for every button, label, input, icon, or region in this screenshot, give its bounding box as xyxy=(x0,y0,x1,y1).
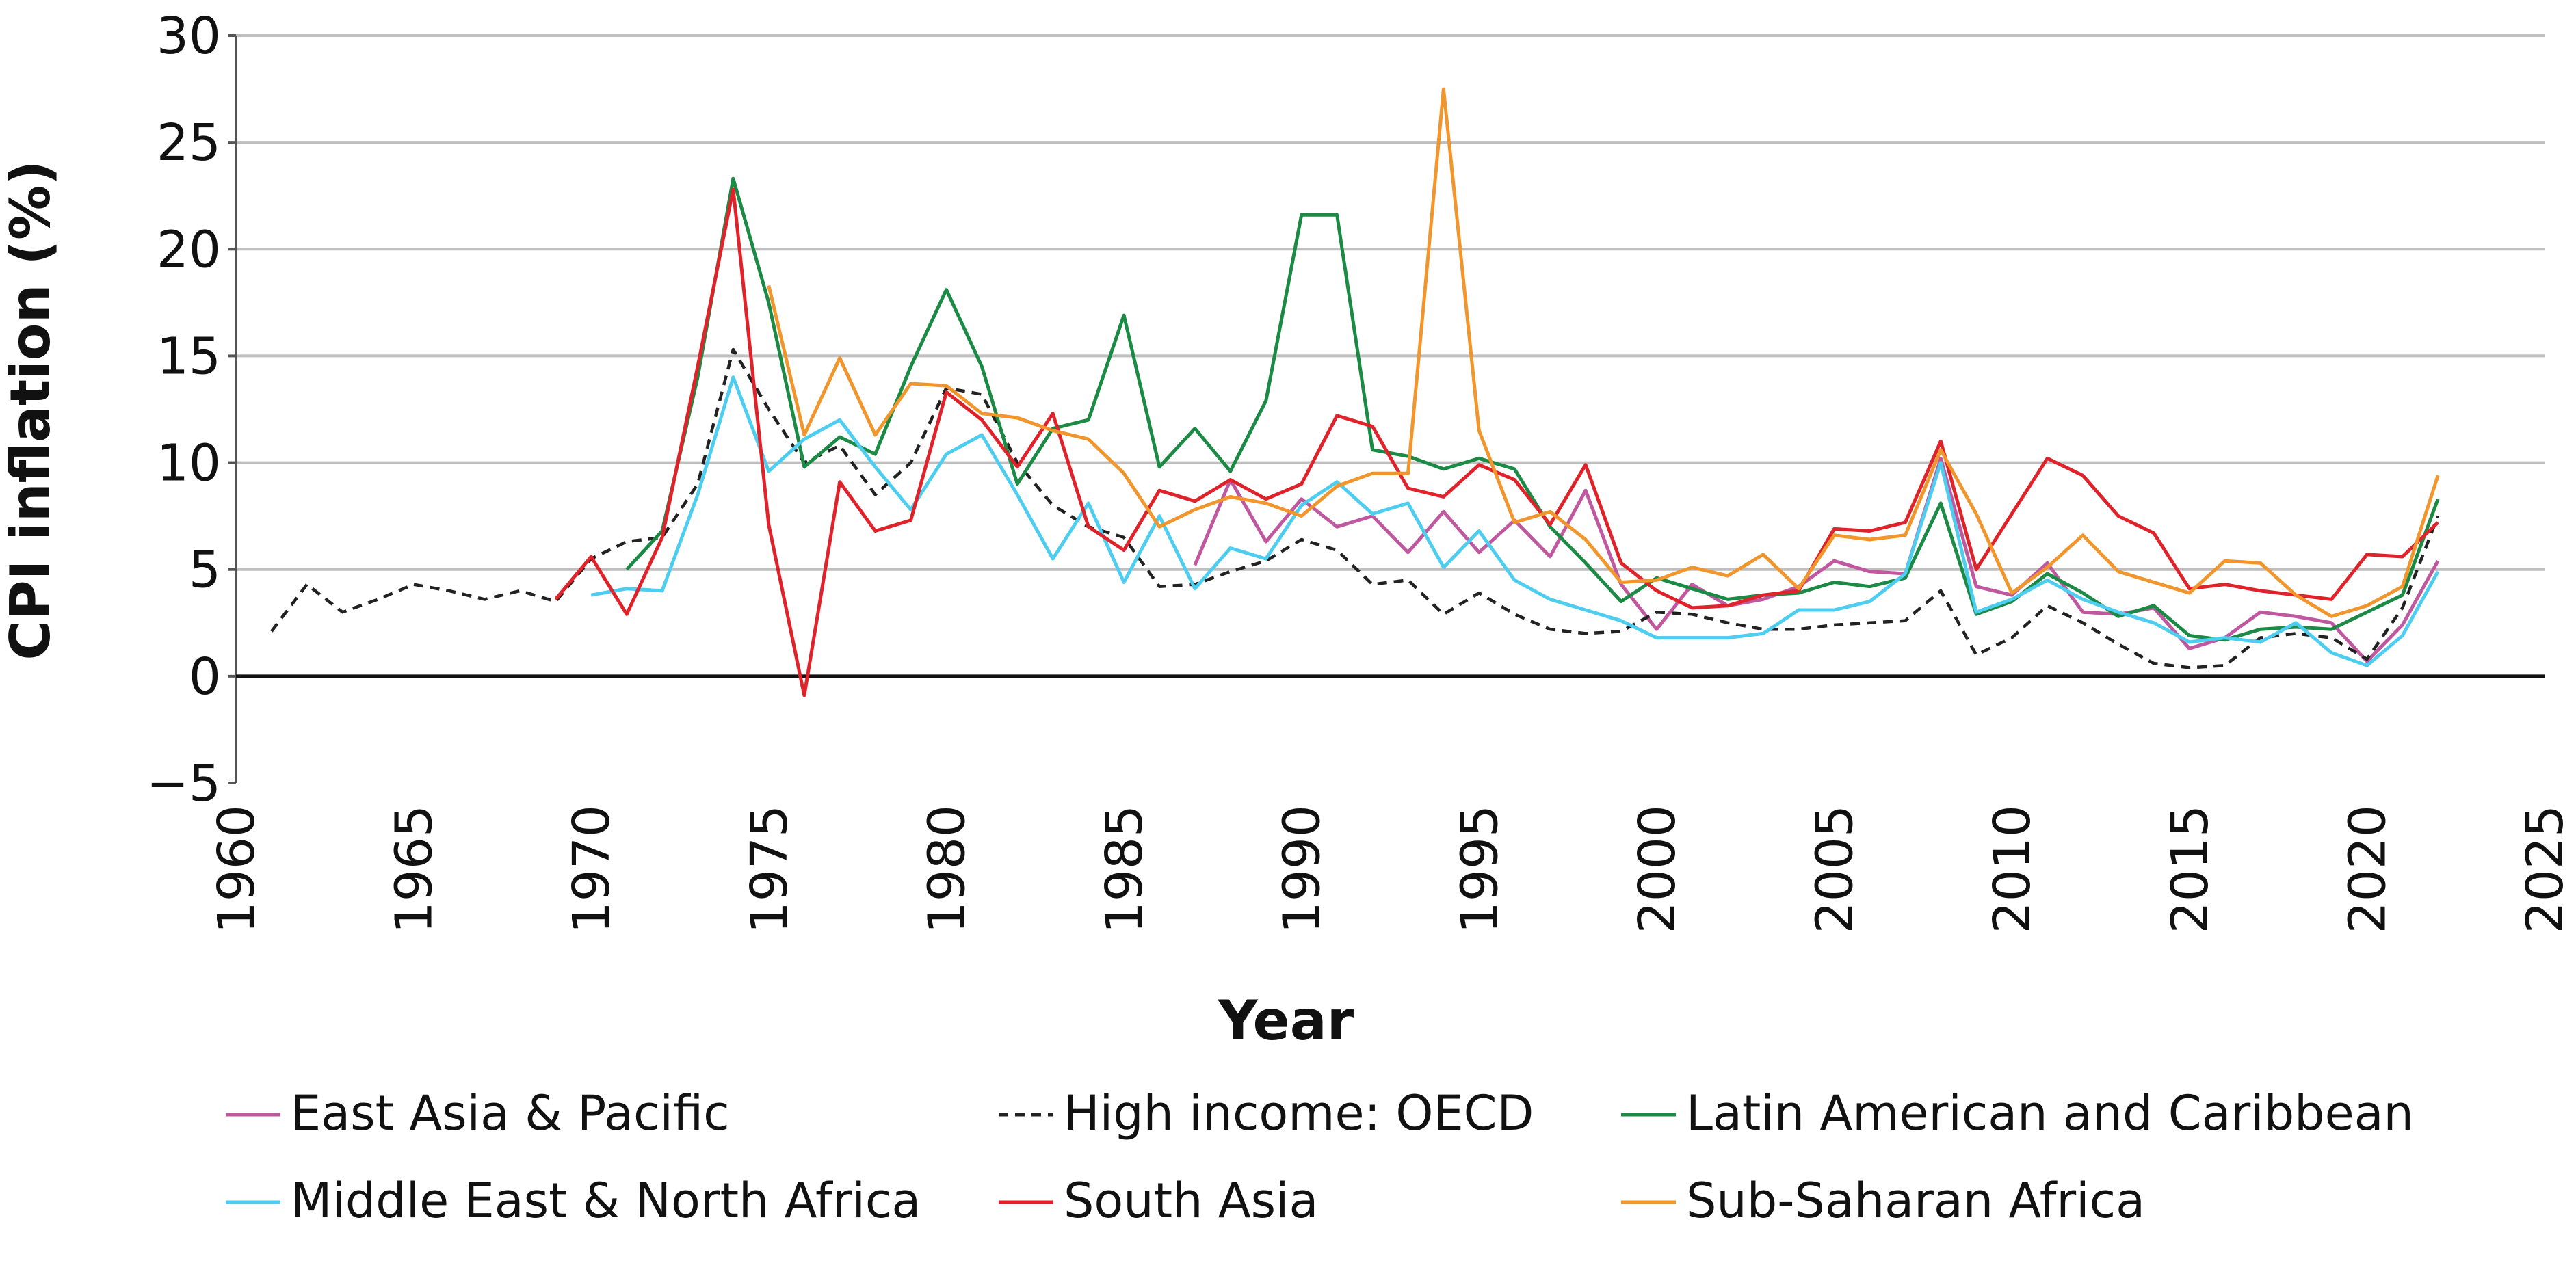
x-tick-label: 2015 xyxy=(2161,805,2220,933)
x-tick-label: 2005 xyxy=(1806,805,1865,933)
series-line-0 xyxy=(1193,456,2440,663)
x-tick-label: 1990 xyxy=(1273,805,1332,933)
x-tick-label: 2020 xyxy=(2338,805,2397,933)
y-tick-label: 25 xyxy=(157,114,221,172)
legend-label-4: South Asia xyxy=(1064,1173,1318,1229)
axes xyxy=(235,36,2545,783)
x-tick-label: 1960 xyxy=(207,805,266,933)
legend-label-1: High income: OECD xyxy=(1064,1085,1534,1141)
x-tick-label: 1975 xyxy=(740,805,799,933)
x-tick-label: 1995 xyxy=(1450,805,1509,933)
legend-label-3: Middle East & North Africa xyxy=(291,1173,921,1229)
series-line-4 xyxy=(554,187,2439,697)
x-tick-label: 2000 xyxy=(1628,805,1687,933)
x-tick-label: 2010 xyxy=(1983,805,2042,933)
y-tick-label: 30 xyxy=(157,7,221,66)
x-axis-title: Year xyxy=(1218,989,1354,1052)
x-tick-label: 2025 xyxy=(2516,805,2575,933)
series-lines xyxy=(270,87,2440,697)
y-tick-label: 15 xyxy=(157,327,221,386)
y-tick-label: 10 xyxy=(157,434,221,493)
y-tick-label: 5 xyxy=(189,541,221,600)
x-tick-label: 1985 xyxy=(1095,805,1154,933)
x-tick-label: 1965 xyxy=(385,805,444,933)
series-line-2 xyxy=(625,176,2440,642)
legend-label-0: East Asia & Pacific xyxy=(291,1085,730,1141)
series-line-1 xyxy=(270,347,2440,669)
x-tick-label: 1980 xyxy=(917,805,976,933)
y-tick-label: 20 xyxy=(157,220,221,279)
gridlines xyxy=(228,34,2545,784)
legend-label-5: Sub-Saharan Africa xyxy=(1686,1173,2145,1229)
x-tick-label: 1970 xyxy=(562,805,621,933)
series-line-5 xyxy=(767,87,2440,618)
y-tick-label: 0 xyxy=(189,648,221,706)
y-axis-title: CPI inflation (%) xyxy=(0,160,62,660)
series-line-3 xyxy=(590,375,2440,667)
x-tick-labels: 1960 1965 1970 1975 1980 1985 1990 1995 2000 2005… xyxy=(207,805,2575,933)
y-tick-label: −5 xyxy=(146,754,221,813)
y-tick-labels: 30 25 20 15 10 5 0 −5 xyxy=(146,7,221,813)
legend: East Asia & Pacific High income: OECD Lati… xyxy=(226,1085,2414,1229)
legend-label-2: Latin American and Caribbean xyxy=(1686,1085,2414,1141)
